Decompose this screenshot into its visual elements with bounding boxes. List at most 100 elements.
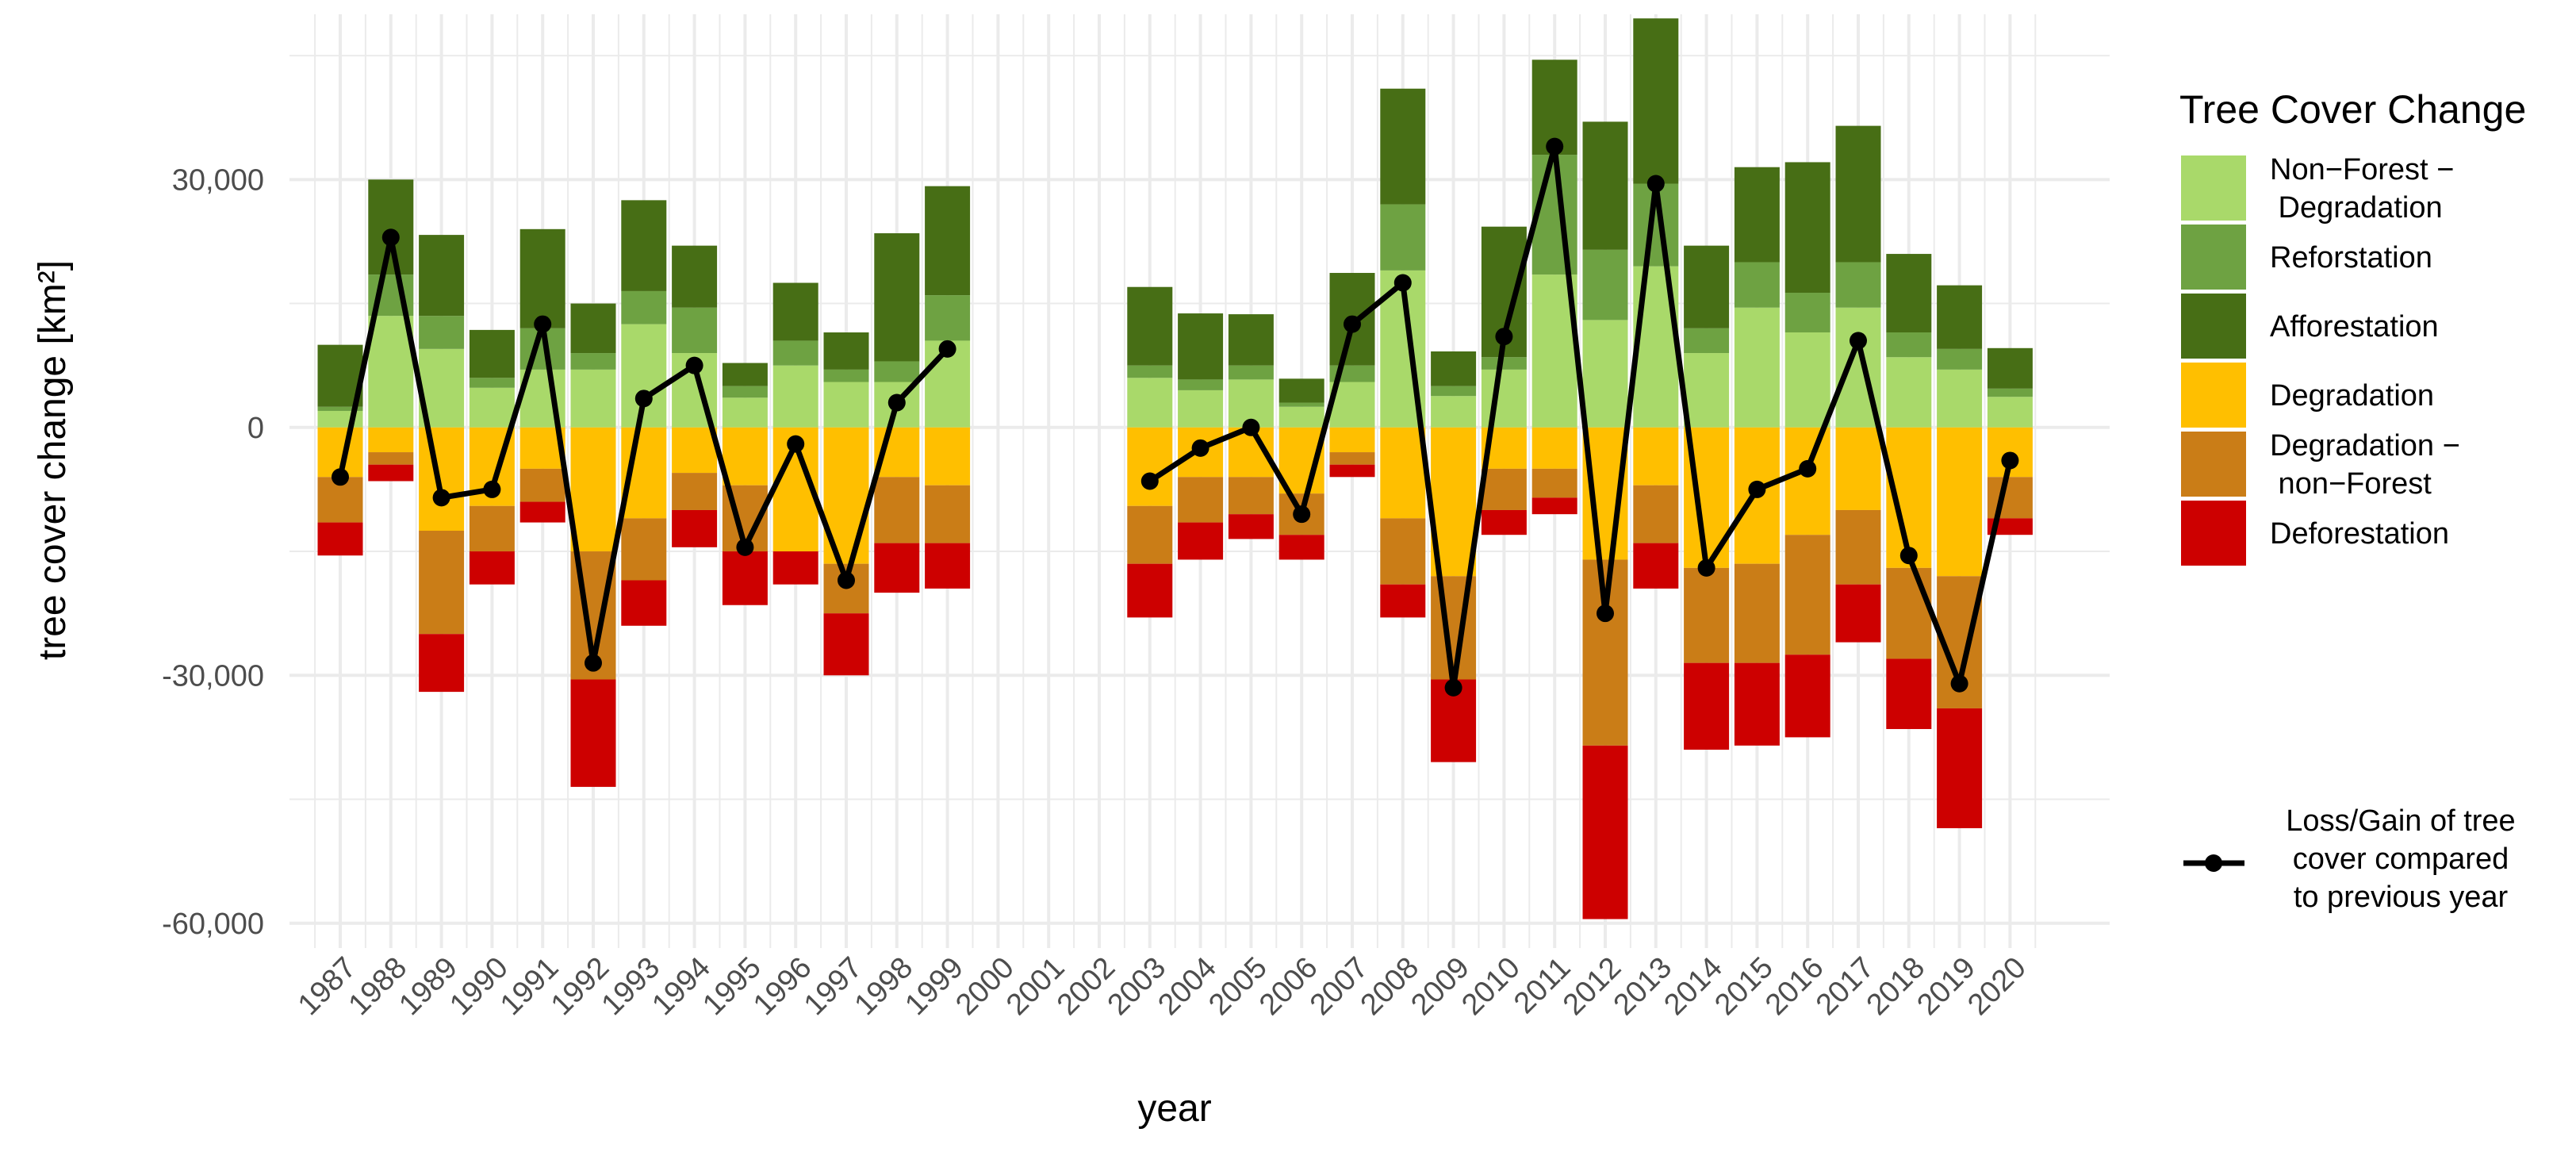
line-point [1191,439,1209,457]
bar-segment [1784,332,1830,428]
legend-line-point [2205,854,2222,872]
bar-segment [1684,662,1730,750]
bar-segment [772,365,818,428]
line-point [685,356,703,374]
line-point [1546,137,1564,155]
bar-segment [1228,365,1274,380]
bar-segment [368,452,414,465]
bar-segment [672,245,718,308]
y-tick-label: 0 [247,412,264,445]
line-point [1850,332,1867,350]
bar-segment [317,406,363,411]
bar-segment [1127,365,1173,378]
bar-segment [519,501,565,523]
bar-segment [772,340,818,366]
bar-segment [1684,353,1730,428]
bar-segment [368,179,414,275]
bar-segment [1937,348,1983,370]
bar-segment [823,332,869,370]
line-point [1140,472,1159,490]
bar-segment [1734,563,1780,663]
bar-segment [1228,314,1274,366]
line-point [1293,505,1311,524]
x-axis-title: year [1137,1088,1211,1130]
bar-segment [1329,427,1375,453]
bar-segment [621,580,667,626]
line-point [1950,674,1968,693]
legend-key [2181,501,2246,566]
bar-segment [1835,262,1881,308]
bar-segment [1987,397,2033,428]
bar-segment [317,522,363,556]
bar-segment [1734,167,1780,263]
bar-segment [1987,477,2033,519]
line-point [332,468,349,486]
bar-segment [1380,88,1426,205]
bar-segment [570,679,616,787]
line-point [381,228,400,247]
line-point [887,393,906,412]
bar-segment [874,233,920,362]
y-tick-label: -60,000 [162,908,264,941]
bar-segment [722,397,768,428]
bar-segment [570,303,616,354]
bar-segment [1380,427,1426,519]
line-point [1444,678,1462,697]
legend-key [2181,363,2246,428]
bar-segment [1178,379,1224,390]
bar-segment [1380,518,1426,585]
bar-segment [1127,563,1173,618]
legend-key [2181,225,2246,290]
bar-segment [874,477,920,543]
bar-segment [570,369,616,428]
bar-segment [772,282,818,341]
bar-segment [1329,452,1375,465]
bar-segment [1684,567,1730,663]
line-point [432,489,450,507]
bar-segment [925,543,971,589]
bar-segment [1431,351,1477,386]
bar-segment [469,551,515,585]
bar-segment [925,427,971,486]
bar-segment [1380,204,1426,271]
bar-segment [1987,347,2033,389]
bar-segment [621,518,667,581]
bar-segment [672,307,718,354]
bar-segment [469,505,515,552]
legend-label: Afforestation [2270,310,2439,344]
bar-segment [1582,745,1628,919]
bar-segment [1431,396,1477,428]
bar-segment [1784,293,1830,333]
bar-segment [1835,584,1881,643]
bar-segment [722,551,768,605]
bar-segment [1329,464,1375,478]
legend-label: Non−Forest − Degradation [2270,153,2454,225]
bar-segment [1886,332,1932,358]
bar-segment [469,378,515,388]
line-point [1899,547,1918,565]
bar-segment [1582,249,1628,320]
bar-segment [722,427,768,486]
line-point [938,340,956,358]
line-point [787,435,805,453]
bar-segment [925,485,971,543]
line-segment [1148,144,2013,691]
bar-segment [1886,357,1932,428]
bar-segment [722,386,768,398]
bar-segment [1278,378,1324,403]
bar-segment [1228,514,1274,539]
y-tick-label: -30,000 [162,659,264,693]
bar-segment [925,295,971,341]
line-point [1646,175,1665,193]
bar-segment [419,634,465,693]
bar-segment [1228,477,1274,515]
bar-segment [519,228,565,328]
bar-segment [1734,262,1780,308]
bar-segment [570,353,616,370]
legend-items: Non−Forest − Degradation Reforstation Affo… [2181,153,2516,914]
bar-segment [621,290,667,324]
legend-line-label: Loss/Gain of tree cover compared to previo… [2286,804,2515,914]
bar-segment [1278,402,1324,407]
bar-segment [368,427,414,453]
